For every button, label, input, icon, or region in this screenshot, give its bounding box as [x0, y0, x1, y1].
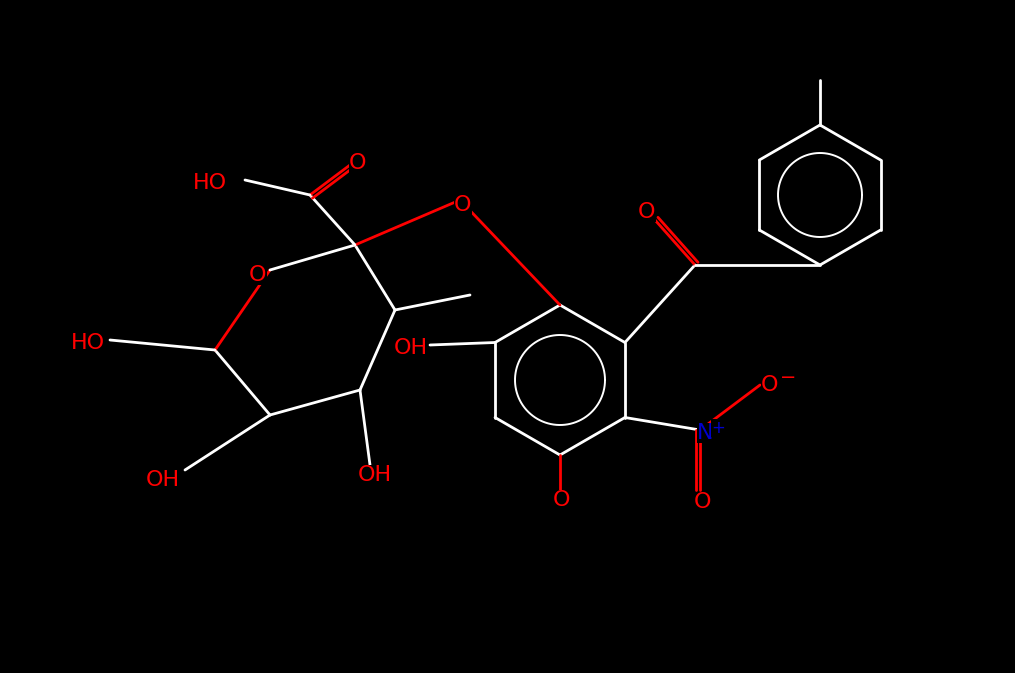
- Text: HO: HO: [193, 173, 227, 193]
- Text: O: O: [455, 195, 472, 215]
- Text: OH: OH: [146, 470, 180, 490]
- Text: −: −: [780, 367, 796, 386]
- Text: HO: HO: [71, 333, 105, 353]
- Text: O: O: [761, 375, 779, 395]
- Text: O: O: [638, 202, 656, 222]
- Text: O: O: [694, 492, 712, 512]
- Text: O: O: [553, 490, 570, 510]
- Text: N: N: [696, 423, 714, 443]
- Text: OH: OH: [394, 338, 428, 358]
- Text: +: +: [712, 419, 725, 437]
- Text: OH: OH: [358, 465, 392, 485]
- Text: O: O: [250, 265, 267, 285]
- Text: O: O: [349, 153, 366, 173]
